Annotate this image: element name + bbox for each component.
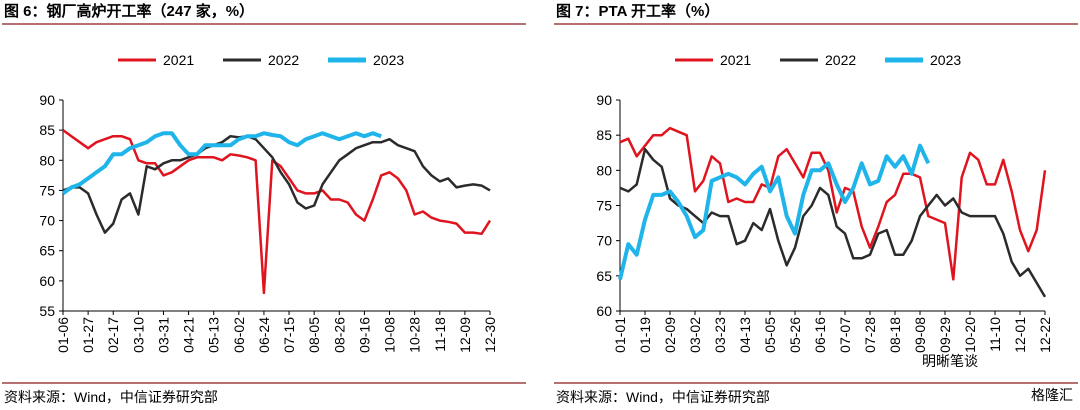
- x-tick-label: 01-06: [55, 317, 71, 353]
- x-tick-label: 01-19: [637, 317, 653, 353]
- x-tick-label: 09-16: [356, 317, 372, 353]
- x-tick-label: 09-29: [937, 317, 953, 353]
- y-tick-label: 90: [39, 92, 55, 108]
- legend-label: 2021: [163, 52, 194, 68]
- y-tick-label: 70: [39, 213, 55, 229]
- x-tick-label: 03-31: [155, 317, 171, 353]
- x-tick-label: 07-28: [862, 317, 878, 353]
- x-tick-label: 11-18: [432, 317, 448, 352]
- y-tick-label: 85: [596, 127, 612, 143]
- y-tick-label: 80: [596, 162, 612, 178]
- y-tick-label: 80: [39, 152, 55, 168]
- x-tick-label: 07-15: [281, 317, 297, 353]
- y-tick-label: 70: [596, 233, 612, 249]
- x-tick-label: 10-28: [407, 317, 423, 353]
- x-tick-label: 01-01: [612, 317, 628, 353]
- legend-label: 2021: [720, 52, 751, 68]
- x-tick-label: 12-01: [1012, 317, 1028, 353]
- y-tick-label: 60: [596, 303, 612, 319]
- x-tick-label: 07-07: [837, 317, 853, 353]
- series-line: [62, 129, 492, 295]
- x-tick-label: 01-27: [80, 317, 96, 353]
- y-tick-label: 65: [596, 268, 612, 284]
- x-tick-label: 08-26: [331, 317, 347, 353]
- x-tick-label: 04-21: [181, 317, 197, 353]
- x-tick-label: 10-20: [962, 317, 978, 353]
- series-line: [61, 131, 382, 196]
- series-line: [618, 143, 931, 280]
- legend-label: 2022: [268, 52, 299, 68]
- x-tick-label: 03-10: [130, 317, 146, 353]
- chart-title: 图 6：钢厂高炉开工率（247 家，%）: [4, 2, 254, 20]
- y-tick-label: 60: [39, 273, 55, 289]
- x-tick-label: 08-05: [306, 317, 322, 353]
- x-tick-label: 02-17: [105, 317, 121, 353]
- x-tick-label: 12-09: [457, 317, 473, 353]
- y-tick-label: 75: [39, 182, 55, 198]
- y-tick-label: 75: [596, 198, 612, 214]
- x-tick-label: 04-13: [737, 317, 753, 353]
- x-tick-label: 03-02: [687, 317, 703, 353]
- watermark: 格隆汇: [1031, 387, 1073, 403]
- series-line: [62, 134, 491, 234]
- y-tick-label: 65: [39, 243, 55, 259]
- y-tick-label: 85: [39, 122, 55, 138]
- x-tick-label: 06-24: [256, 317, 272, 353]
- chart-title: 图 7：PTA 开工率（%）: [556, 2, 719, 20]
- y-tick-label: 55: [39, 303, 55, 319]
- x-tick-label: 05-26: [787, 317, 803, 353]
- x-tick-label: 06-02: [231, 317, 247, 353]
- x-tick-label: 02-09: [662, 317, 678, 353]
- x-tick-label: 12-30: [482, 317, 498, 353]
- x-tick-label: 08-18: [887, 317, 903, 353]
- source-note: 资料来源：Wind，中信证券研究部: [556, 389, 770, 405]
- series-line: [619, 126, 1047, 281]
- x-tick-label: 05-13: [206, 317, 222, 353]
- x-tick-label: 11-10: [987, 317, 1003, 352]
- legend-label: 2023: [930, 52, 961, 68]
- x-tick-label: 03-23: [712, 317, 728, 353]
- legend-label: 2023: [373, 52, 404, 68]
- y-tick-label: 90: [596, 92, 612, 108]
- x-tick-label: 05-05: [762, 317, 778, 353]
- x-tick-label: 12-22: [1037, 317, 1053, 353]
- source-note: 资料来源：Wind，中信证券研究部: [4, 389, 218, 405]
- watermark: 明晰笔谈: [922, 353, 978, 369]
- legend-label: 2022: [825, 52, 856, 68]
- x-tick-label: 10-08: [382, 317, 398, 353]
- series-line: [619, 147, 1047, 298]
- x-tick-label: 09-08: [912, 317, 928, 353]
- x-tick-label: 06-16: [812, 317, 828, 353]
